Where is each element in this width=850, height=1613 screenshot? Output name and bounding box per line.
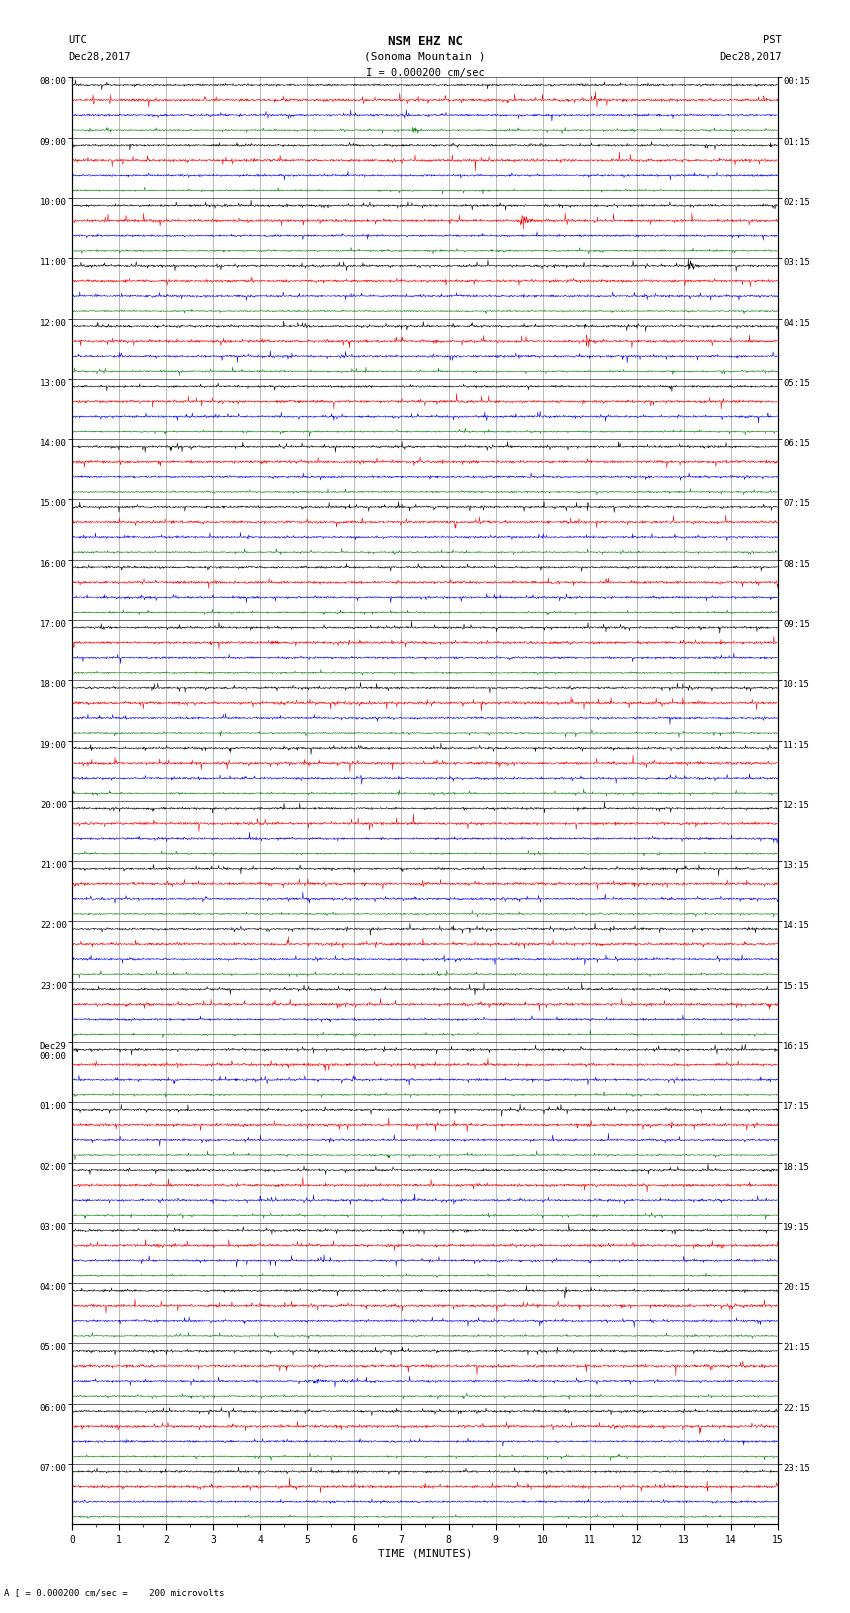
Text: UTC: UTC xyxy=(68,35,87,45)
Text: PST: PST xyxy=(763,35,782,45)
Text: Dec28,2017: Dec28,2017 xyxy=(68,52,131,61)
Text: Dec28,2017: Dec28,2017 xyxy=(719,52,782,61)
X-axis label: TIME (MINUTES): TIME (MINUTES) xyxy=(377,1548,473,1558)
Text: NSM EHZ NC: NSM EHZ NC xyxy=(388,35,462,48)
Text: I = 0.000200 cm/sec: I = 0.000200 cm/sec xyxy=(366,68,484,77)
Text: A [ = 0.000200 cm/sec =    200 microvolts: A [ = 0.000200 cm/sec = 200 microvolts xyxy=(4,1587,224,1597)
Text: (Sonoma Mountain ): (Sonoma Mountain ) xyxy=(365,52,485,61)
